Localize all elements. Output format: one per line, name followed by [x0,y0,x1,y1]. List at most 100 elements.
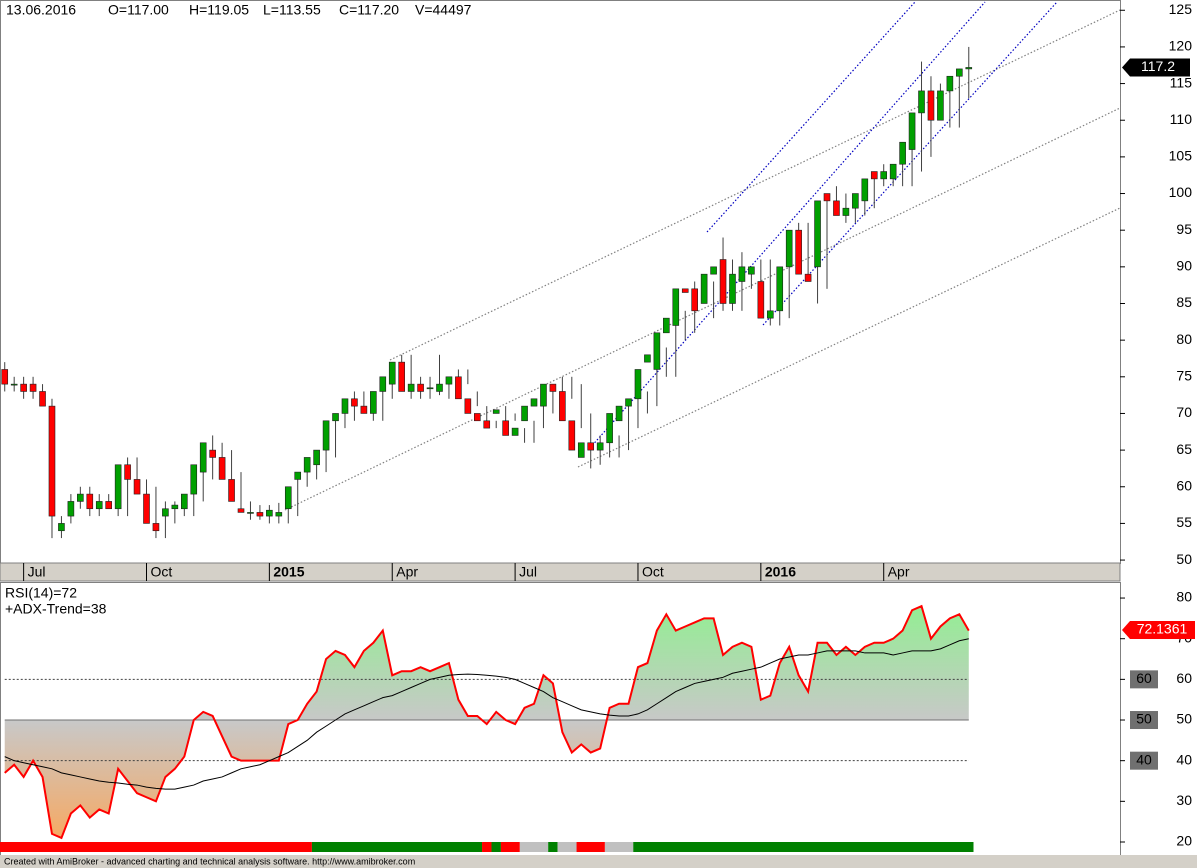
date-label: 13.06.2016 [6,2,76,18]
series-line [4,604,970,840]
candle-body [341,398,349,414]
quote-low: L=113.55 [263,2,321,18]
y-tick-label: 75 [1176,368,1192,384]
series-line [4,638,969,790]
candle-body [181,493,188,510]
y-tick-label: 100 [1169,184,1193,200]
candle-body [804,273,812,282]
candle-body [577,442,585,458]
rsi-title: RSI(14)=72 [5,585,77,601]
candle-body [956,68,963,77]
candle-body [880,171,888,180]
candle-body [370,391,377,414]
candle-body [171,504,179,510]
trend-segment [633,842,974,852]
candle-body [757,281,765,319]
level-box [1130,670,1158,689]
candle-body [152,523,160,532]
y-tick-label: 95 [1176,221,1192,237]
candle-body [48,405,56,517]
candle-body [521,405,528,422]
candle-body [303,457,311,473]
x-tick-label: Jul [519,564,537,580]
x-tick-label: 2015 [273,564,304,580]
y-tick-label: 60 [1176,477,1192,493]
candle-body [58,523,65,532]
candle-body [228,479,235,502]
y-tick-label: 115 [1170,74,1193,90]
trend-segment [519,842,549,852]
candle-body [398,361,405,392]
candle-body [937,90,944,121]
x-tick-label: Oct [150,564,172,580]
candle-body [729,273,736,304]
trend-segment [576,842,605,852]
candle-body [852,193,859,209]
trend-line [284,107,1121,511]
candle-body [294,471,302,480]
candle-body [209,449,216,458]
x-tick-label: Oct [642,564,664,580]
footer-bar [0,855,1197,868]
candle-body [625,398,632,407]
candle-body [436,383,443,392]
candle-body [455,376,462,400]
candle-body [388,361,396,385]
y-tick-label: 80 [1176,589,1192,605]
trend-segment [491,842,501,852]
candle-body [1,369,9,385]
candle-body [511,427,519,436]
candle-body [114,464,122,510]
x-tick-label: Apr [396,564,418,580]
candle-body [351,398,358,407]
candle-body [823,193,831,202]
candle-body [133,479,141,495]
level-label: 40 [1136,751,1152,767]
candle-body [653,332,661,370]
candle-body [190,464,198,495]
y-tick-label: 60 [1176,670,1192,686]
candle-body [124,464,131,480]
trend-segment [548,842,558,852]
candle-body [77,493,84,502]
trend-segment [557,842,577,852]
level-label: 50 [1136,711,1152,727]
candle-body [162,508,169,517]
y-tick-label: 70 [1176,404,1192,420]
candle-body [861,178,869,202]
candle-body [322,420,330,451]
candle-body [39,391,46,407]
candle-body [889,163,897,180]
candle-body [814,200,821,268]
candle-body [681,288,689,293]
trend-line [577,207,1121,468]
candle-body [540,383,547,407]
candle-body [95,501,103,510]
trend-line [589,1,986,449]
candle-body [615,405,623,422]
y-tick-label: 20 [1176,833,1192,849]
last-value-label: 72.1361 [1137,621,1188,637]
candle-body [748,266,755,275]
candle-body [549,383,557,392]
candle-body [719,259,727,304]
candle-body [738,266,746,282]
candle-body [105,501,112,510]
x-tick-label: Jul [28,564,46,580]
trend-segment [604,842,634,852]
quote-header: 13.06.2016 O=117.00 H=119.05 L=113.55 C=… [6,2,472,18]
y-tick-label: 125 [1169,1,1193,17]
footer: Created with AmiBroker - advanced charti… [4,856,415,866]
y-tick-label: 105 [1169,148,1193,164]
candle-body [568,420,576,451]
candle-body [247,512,254,514]
candle-body [842,207,850,216]
level-box [1130,751,1158,770]
candle-body [143,493,150,524]
y-tick-label: 110 [1170,111,1193,127]
y-tick-label: 30 [1176,792,1192,808]
candle-body [407,383,415,392]
candle-body [776,266,784,312]
